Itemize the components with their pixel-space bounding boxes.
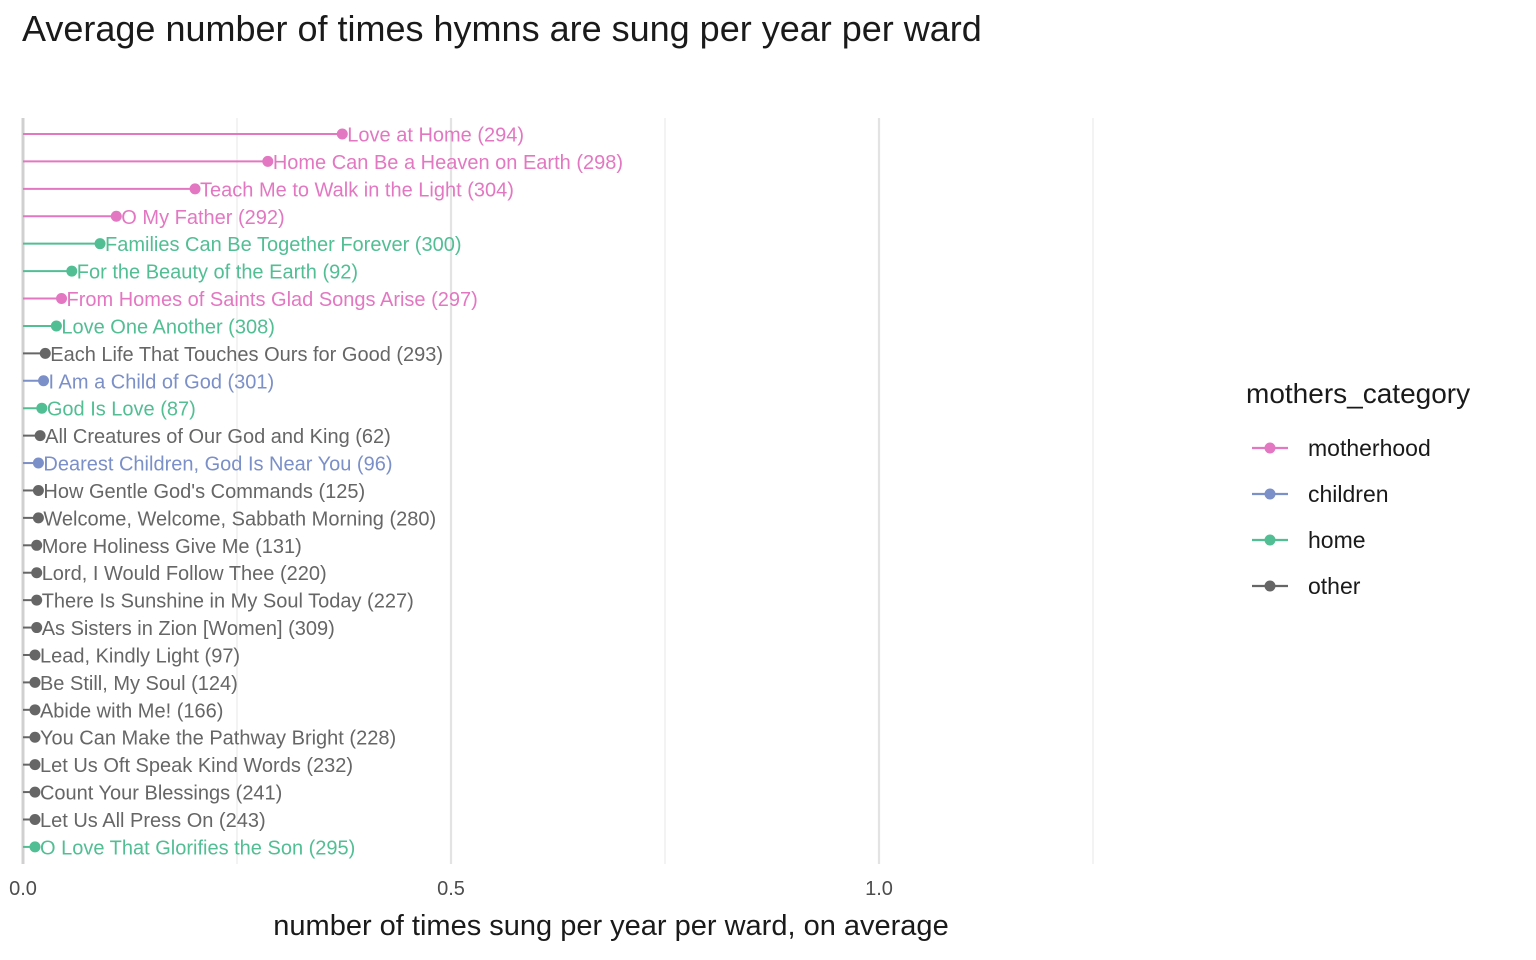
point-label: Be Still, My Soul (124) (40, 673, 238, 695)
lollipop-point (31, 594, 43, 606)
point-label: Families Can Be Together Forever (300) (105, 234, 461, 256)
lollipop-point (29, 786, 41, 798)
point-label: Count Your Blessings (241) (40, 783, 282, 805)
point-label: Love at Home (294) (347, 125, 524, 147)
legend-title: mothers_category (1246, 378, 1470, 409)
lollipop-point (336, 128, 348, 140)
lollipop-point (189, 183, 201, 195)
lollipop-point (36, 402, 48, 414)
point-label: God Is Love (87) (47, 399, 196, 421)
lollipop-point (262, 155, 274, 167)
x-tick-label: 1.0 (865, 878, 893, 900)
lollipop-point (50, 320, 62, 332)
legend-key-point (1264, 580, 1276, 592)
legend-item-motherhood: motherhood (1252, 435, 1431, 461)
point-label: There Is Sunshine in My Soul Today (227) (42, 591, 414, 613)
point-label: O My Father (292) (121, 207, 284, 229)
x-axis-ticks: 0.0 0.5 1.0 (9, 878, 893, 900)
point-label: How Gentle God's Commands (125) (43, 481, 365, 503)
point-label: Lead, Kindly Light (97) (40, 645, 240, 667)
point-label: All Creatures of Our God and King (62) (45, 426, 391, 448)
lollipop-point (38, 375, 50, 387)
point-label: O Love That Glorifies the Son (295) (40, 837, 355, 859)
lollipop-point (29, 649, 41, 661)
lollipop-point (94, 238, 106, 250)
legend-label: other (1308, 573, 1361, 599)
lollipop-point (29, 841, 41, 853)
point-label: Each Life That Touches Ours for Good (29… (50, 344, 443, 366)
point-label: You Can Make the Pathway Bright (228) (40, 728, 396, 750)
point-label: For the Beauty of the Earth (92) (77, 262, 358, 284)
point-label: Let Us All Press On (243) (40, 810, 266, 832)
lollipop-point (31, 539, 43, 551)
legend-label: children (1308, 481, 1389, 507)
lollipop-point (39, 347, 51, 359)
lollipop-point (32, 512, 44, 524)
lollipop-point (34, 430, 46, 442)
point-label: More Holiness Give Me (131) (42, 536, 302, 558)
point-label: I Am a Child of God (301) (49, 371, 275, 393)
lollipop-point (29, 759, 41, 771)
legend-key-point (1264, 534, 1276, 546)
point-label: Home Can Be a Heaven on Earth (298) (273, 152, 623, 174)
x-axis-title: number of times sung per year per ward, … (273, 910, 948, 942)
lollipop-point (32, 457, 44, 469)
lollipop-point (110, 210, 122, 222)
legend-entries: motherhood children home other (1252, 435, 1431, 599)
legend-label: motherhood (1308, 435, 1431, 461)
x-tick-label: 0.0 (9, 878, 37, 900)
point-label: Love One Another (308) (61, 316, 274, 338)
point-label: Teach Me to Walk in the Light (304) (200, 179, 514, 201)
lollipop-point (56, 293, 68, 305)
legend-item-other: other (1252, 573, 1361, 599)
x-tick-label: 0.5 (437, 878, 465, 900)
point-label: From Homes of Saints Glad Songs Arise (2… (67, 289, 478, 311)
legend-key-point (1264, 488, 1276, 500)
lollipop-point (32, 484, 44, 496)
legend: mothers_category motherhood children home o… (1246, 378, 1470, 599)
lollipop-point (29, 814, 41, 825)
lollipop-point (31, 567, 43, 579)
lollipop-point (31, 622, 43, 634)
lollipop-point (29, 731, 41, 743)
point-label: Lord, I Would Follow Thee (220) (42, 563, 327, 585)
lollipop-point (29, 704, 41, 716)
point-label: Abide with Me! (166) (40, 700, 223, 722)
point-label: As Sisters in Zion [Women] (309) (42, 618, 335, 640)
chart-title: Average number of times hymns are sung p… (22, 8, 982, 49)
point-label: Welcome, Welcome, Sabbath Morning (280) (43, 508, 436, 530)
mark-layer: Love at Home (294) Home Can Be a Heaven o… (23, 125, 623, 859)
lollipop-point (66, 265, 78, 277)
point-label: Let Us Oft Speak Kind Words (232) (40, 755, 353, 777)
legend-label: home (1308, 527, 1366, 553)
lollipop-point (29, 676, 41, 688)
legend-key-point (1264, 442, 1276, 454)
legend-item-children: children (1252, 481, 1389, 507)
legend-item-home: home (1252, 527, 1366, 553)
point-label: Dearest Children, God Is Near You (96) (43, 454, 392, 476)
